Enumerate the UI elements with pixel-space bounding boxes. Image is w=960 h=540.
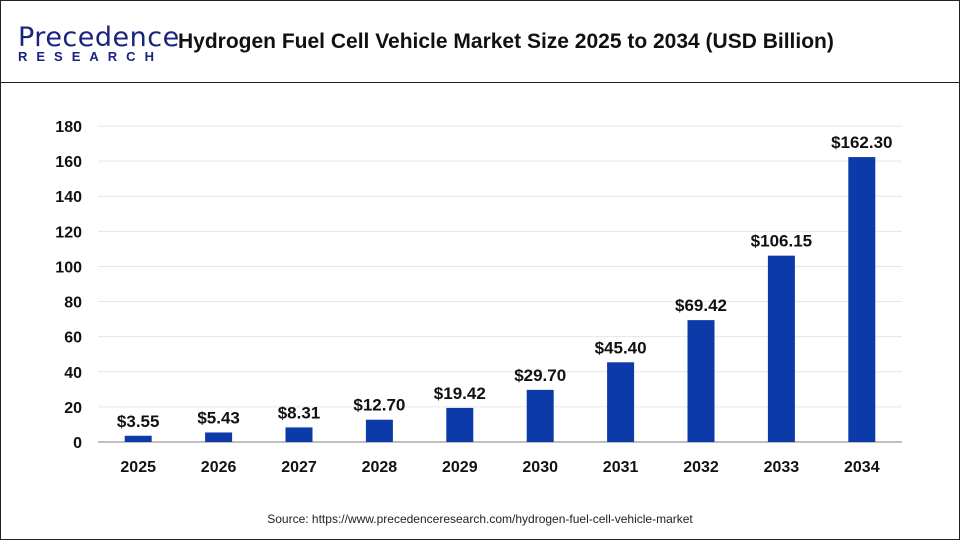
data-label: $69.42	[675, 296, 727, 315]
data-label: $19.42	[434, 384, 486, 403]
y-tick-label: 20	[64, 400, 82, 417]
x-tick-label: 2034	[844, 459, 880, 476]
x-tick-label: 2026	[201, 459, 237, 476]
data-label: $106.15	[751, 232, 812, 251]
y-tick-label: 120	[55, 224, 82, 241]
bar-2031	[607, 362, 635, 442]
x-tick-label: 2030	[522, 459, 558, 476]
x-tick-label: 2029	[442, 459, 478, 476]
x-tick-label: 2032	[683, 459, 719, 476]
x-tick-label: 2031	[603, 459, 639, 476]
data-label: $45.40	[595, 338, 647, 357]
x-tick-label: 2033	[764, 459, 800, 476]
x-tick-label: 2028	[362, 459, 398, 476]
y-tick-label: 0	[73, 435, 82, 452]
y-tick-label: 160	[55, 154, 82, 171]
data-label: $3.55	[117, 412, 160, 431]
data-label: $5.43	[197, 408, 240, 427]
y-tick-label: 140	[55, 189, 82, 206]
data-label: $162.30	[831, 133, 892, 152]
bar-2034	[848, 157, 876, 442]
bar-2032	[687, 320, 715, 442]
source-note: Source: https://www.precedenceresearch.c…	[267, 512, 693, 526]
data-label: $8.31	[278, 403, 321, 422]
y-tick-label: 60	[64, 330, 82, 347]
data-label: $12.70	[353, 396, 405, 415]
data-label: $29.70	[514, 366, 566, 385]
bar-2030	[526, 389, 554, 442]
bar-2026	[205, 432, 233, 442]
y-tick-label: 80	[64, 295, 82, 312]
bar-2033	[767, 255, 795, 442]
bar-2029	[446, 407, 474, 442]
logo-line1: Precedence	[18, 22, 180, 53]
bar-2025	[124, 435, 152, 442]
bar-2027	[285, 427, 313, 442]
y-tick-label: 40	[64, 365, 82, 382]
x-tick-label: 2027	[281, 459, 317, 476]
logo: Precedence RESEARCH	[18, 22, 180, 64]
header: Precedence RESEARCH Hydrogen Fuel Cell V…	[0, 0, 960, 83]
y-tick-label: 100	[55, 259, 82, 276]
chart-title: Hydrogen Fuel Cell Vehicle Market Size 2…	[178, 30, 834, 53]
bar-2028	[365, 419, 393, 442]
y-tick-label: 180	[55, 119, 82, 136]
x-tick-label: 2025	[120, 459, 156, 476]
logo-line2: RESEARCH	[18, 49, 163, 64]
